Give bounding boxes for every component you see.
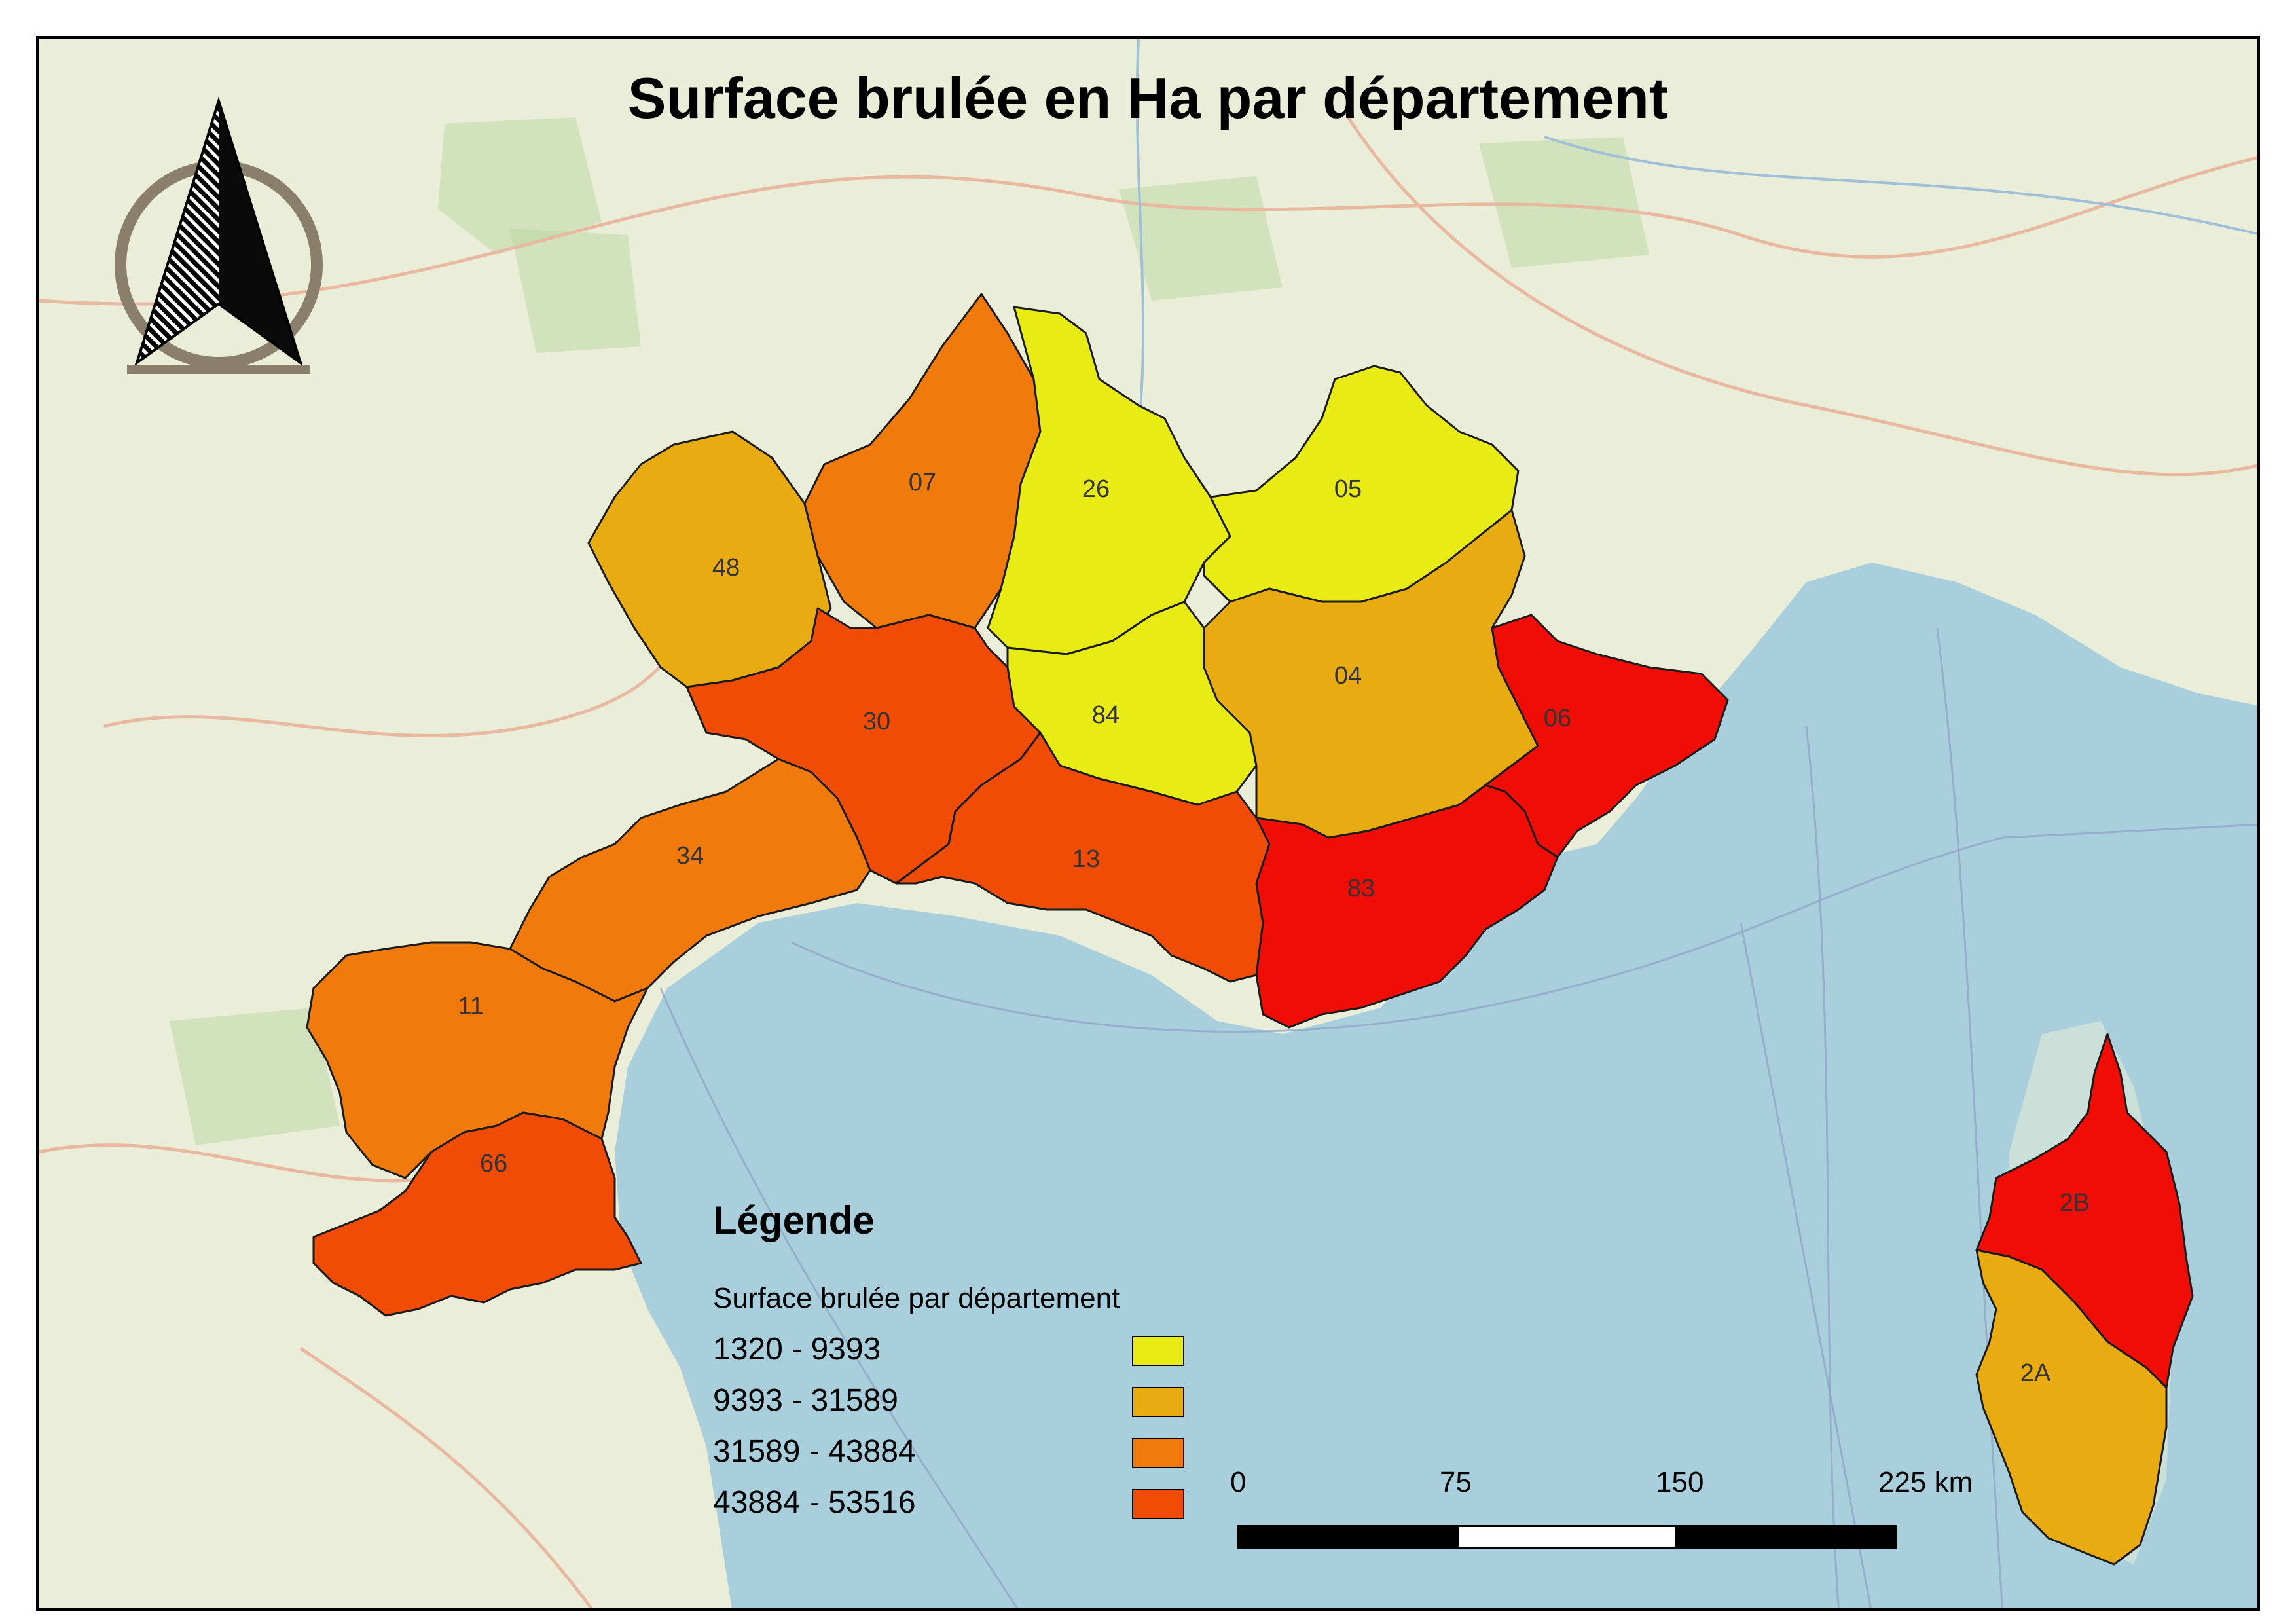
legend-item-label: 9393 - 31589 bbox=[713, 1383, 898, 1418]
department-label: 83 bbox=[1347, 875, 1375, 902]
scale-bar-label: 225 km bbox=[1878, 1466, 1973, 1498]
legend-swatch bbox=[1132, 1387, 1184, 1417]
department-06[interactable] bbox=[1484, 614, 1729, 858]
scale-bar-label: 150 bbox=[1656, 1466, 1704, 1498]
legend-item: 31589 - 43884 bbox=[713, 1426, 1302, 1477]
department-label: 2B bbox=[2060, 1189, 2090, 1217]
legend-item: 9393 - 31589 bbox=[713, 1375, 1302, 1426]
scale-bar-label: 75 bbox=[1440, 1466, 1472, 1498]
north-arrow-icon bbox=[115, 96, 323, 374]
department-label: 84 bbox=[1092, 701, 1120, 729]
department-2A[interactable] bbox=[1975, 1249, 2168, 1566]
legend-subtitle: Surface brulée par département bbox=[713, 1282, 1120, 1314]
department-label: 30 bbox=[863, 708, 890, 735]
legend: Légende Surface brulée par département 1… bbox=[713, 1198, 1302, 1528]
department-83[interactable] bbox=[1255, 784, 1559, 1029]
basemap-park bbox=[170, 1008, 340, 1145]
basemap-road bbox=[299, 1346, 594, 1608]
map-frame: 48 07 26 05 30 84 04 06 34 13 83 11 66 2… bbox=[36, 36, 2260, 1611]
department-label: 13 bbox=[1072, 845, 1100, 873]
department-label: 2A bbox=[2020, 1359, 2051, 1387]
department-label: 06 bbox=[1544, 705, 1571, 732]
department-label: 11 bbox=[458, 993, 483, 1020]
legend-item: 1320 - 9393 bbox=[713, 1324, 1302, 1375]
department-label: 48 bbox=[712, 554, 740, 581]
basemap-road bbox=[39, 156, 2257, 306]
legend-item-label: 1320 - 9393 bbox=[713, 1332, 881, 1367]
scale-bar-segment bbox=[1237, 1525, 1457, 1549]
legend-title: Légende bbox=[713, 1198, 875, 1242]
basemap-maritime-boundary bbox=[791, 823, 2257, 1033]
basemap-maritime-boundary bbox=[1805, 726, 1840, 1608]
department-label: 26 bbox=[1082, 475, 1110, 503]
scale-bar-segment bbox=[1457, 1525, 1677, 1549]
department-label: 34 bbox=[676, 842, 704, 870]
department-label: 07 bbox=[909, 469, 936, 496]
legend-swatch bbox=[1132, 1336, 1184, 1366]
map-title: Surface brulée en Ha par département bbox=[627, 65, 1669, 130]
legend-item-label: 31589 - 43884 bbox=[713, 1434, 916, 1469]
legend-item-label: 43884 - 53516 bbox=[713, 1485, 916, 1520]
basemap-park bbox=[510, 229, 641, 353]
basemap-park bbox=[1479, 137, 1649, 268]
basemap-maritime-boundary bbox=[659, 987, 1019, 1608]
basemap-river bbox=[1544, 136, 2257, 236]
basemap-road bbox=[1346, 116, 2257, 477]
legend-swatch bbox=[1132, 1489, 1184, 1519]
department-66[interactable] bbox=[312, 1111, 642, 1317]
basemap-maritime-boundary bbox=[1936, 627, 2003, 1608]
map-canvas: 48 07 26 05 30 84 04 06 34 13 83 11 66 2… bbox=[39, 39, 2257, 1608]
department-label: 04 bbox=[1334, 662, 1362, 690]
legend-swatch bbox=[1132, 1438, 1184, 1468]
department-label: 05 bbox=[1334, 475, 1362, 503]
scale-bar-label: 0 bbox=[1230, 1466, 1247, 1498]
basemap-park bbox=[438, 117, 602, 255]
basemap-maritime-boundary bbox=[1740, 922, 1872, 1608]
scale-bar-segment bbox=[1677, 1525, 1897, 1549]
department-label: 66 bbox=[480, 1150, 507, 1177]
legend-item: 43884 - 53516 bbox=[713, 1477, 1302, 1528]
